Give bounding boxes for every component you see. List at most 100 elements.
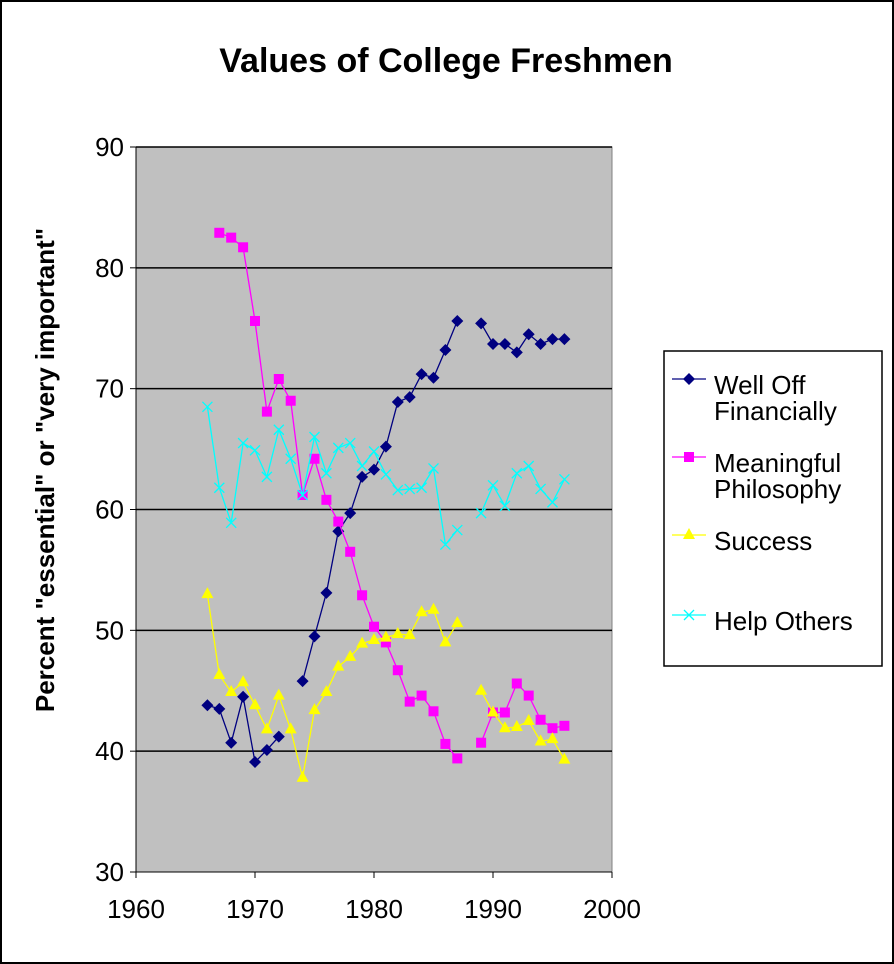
legend-marker (684, 452, 694, 462)
data-point (249, 756, 261, 769)
data-point (273, 374, 284, 384)
data-point (345, 546, 356, 557)
data-point (404, 696, 415, 707)
data-point (523, 690, 534, 701)
data-point (558, 473, 570, 485)
data-point (272, 688, 285, 700)
data-point (357, 590, 368, 601)
data-point (510, 346, 523, 359)
data-point (487, 479, 499, 491)
data-point (546, 732, 559, 744)
y-tick-label: 40 (95, 736, 124, 766)
data-point (546, 333, 559, 346)
series-success (201, 587, 571, 782)
x-tick-label: 1960 (107, 894, 165, 924)
data-point (475, 683, 488, 695)
data-point (439, 344, 452, 356)
x-tick-label: 1990 (464, 894, 522, 924)
data-point (392, 665, 403, 676)
data-point (297, 489, 309, 501)
y-tick-label: 70 (95, 374, 124, 404)
data-point (237, 437, 249, 449)
data-point (427, 371, 440, 384)
legend-label: Meaningful (714, 448, 841, 478)
data-point (260, 722, 273, 734)
data-point (344, 649, 357, 661)
data-point (332, 442, 344, 454)
data-point (261, 471, 273, 483)
series-help-others (201, 401, 570, 551)
data-point (510, 720, 523, 731)
data-point (391, 626, 404, 638)
data-point (250, 316, 260, 326)
data-point (356, 460, 368, 472)
legend-item: Success (672, 526, 812, 556)
data-point (237, 690, 250, 703)
data-point (273, 424, 285, 436)
data-point (333, 516, 344, 527)
data-point (534, 337, 547, 350)
data-point (522, 713, 535, 725)
data-point (498, 337, 511, 350)
data-point (225, 517, 237, 529)
data-point (226, 232, 237, 243)
legend-marker (683, 528, 695, 539)
data-point (369, 621, 379, 632)
legend-box (663, 350, 883, 667)
data-point (225, 736, 238, 749)
data-point (320, 684, 333, 696)
data-point (308, 630, 321, 643)
legend-label: Financially (714, 396, 837, 426)
data-point (452, 753, 463, 764)
data-point (285, 395, 296, 406)
y-tick-label: 50 (95, 615, 124, 645)
data-point (368, 633, 380, 644)
series-meaningful-philosophy (214, 227, 570, 764)
data-point (558, 752, 571, 764)
legend-marker (683, 373, 695, 385)
legend-label: Success (714, 526, 812, 556)
data-point (368, 463, 380, 476)
data-point (214, 227, 225, 238)
y-tick-label: 80 (95, 253, 124, 283)
data-point (321, 494, 332, 505)
data-point (559, 720, 570, 731)
data-point (238, 242, 249, 253)
data-point (261, 406, 272, 417)
series-well-off-financially (201, 315, 571, 769)
data-point (320, 467, 332, 479)
legend-label: Help Others (714, 606, 853, 636)
data-point (428, 462, 439, 474)
data-point (427, 602, 440, 614)
data-point (320, 586, 333, 599)
data-point (499, 500, 511, 512)
data-point (309, 453, 320, 464)
data-point (511, 678, 522, 689)
data-point (428, 706, 439, 717)
data-point (535, 714, 546, 725)
data-point (296, 770, 309, 782)
data-point (380, 468, 392, 480)
x-tick-label: 1980 (345, 894, 403, 924)
data-point (439, 539, 451, 551)
series-line (206, 593, 458, 778)
data-point (476, 737, 487, 748)
data-point (344, 507, 357, 520)
data-point (213, 482, 225, 494)
data-point (404, 483, 416, 495)
data-point (308, 703, 321, 715)
y-tick-label: 60 (95, 495, 124, 525)
data-point (511, 467, 523, 479)
y-axis-label: Percent "essential" or "very important" (30, 228, 60, 712)
series-line (206, 406, 458, 547)
data-point (392, 484, 404, 496)
data-point (416, 690, 427, 701)
legend-label: Well Off (714, 370, 806, 400)
data-point (535, 483, 547, 495)
data-point (475, 507, 487, 519)
data-point (249, 698, 261, 710)
data-point (296, 675, 309, 688)
data-point (272, 730, 285, 743)
y-tick-label: 90 (95, 132, 124, 162)
